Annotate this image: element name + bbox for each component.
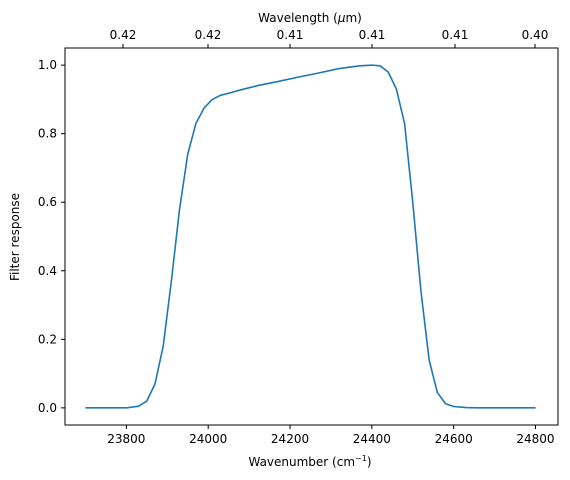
x-tick-label: 24000: [189, 432, 227, 446]
x-tick-label: 24200: [271, 432, 309, 446]
top-tick-label: 0.40: [522, 28, 549, 42]
series-line: [85, 64, 536, 409]
plot-frame: [64, 47, 559, 426]
x-tick-label: 24800: [516, 432, 554, 446]
x-tick-label: 24400: [353, 432, 391, 446]
top-tick-label: 0.42: [195, 28, 222, 42]
y-tick-label: 0.6: [38, 195, 57, 209]
x-tick-label: 23800: [107, 432, 145, 446]
plot-area: [64, 47, 559, 426]
left-axis-ticks: 0.0 0.2 0.4 0.6 0.8 1.0: [38, 58, 65, 415]
x-tick-label: 24600: [435, 432, 473, 446]
y-tick-label: 0.0: [38, 401, 57, 415]
y-axis-label: Filter response: [8, 193, 22, 281]
y-tick-label: 0.2: [38, 332, 57, 346]
y-tick-label: 0.8: [38, 127, 57, 141]
y-tick-label: 1.0: [38, 58, 57, 72]
x-axis-label: Wavenumber (cm−1): [248, 454, 371, 469]
top-tick-label: 0.42: [110, 28, 137, 42]
top-tick-label: 0.41: [277, 28, 304, 42]
top-axis-ticks: 0.42 0.42 0.41 0.41 0.41 0.40: [110, 28, 549, 48]
y-tick-label: 0.4: [38, 264, 57, 278]
top-tick-label: 0.41: [359, 28, 386, 42]
bottom-axis-ticks: 23800 24000 24200 24400 24600 24800: [107, 425, 555, 446]
top-axis-label: Wavelength (μm): [258, 11, 362, 25]
top-tick-label: 0.41: [442, 28, 469, 42]
